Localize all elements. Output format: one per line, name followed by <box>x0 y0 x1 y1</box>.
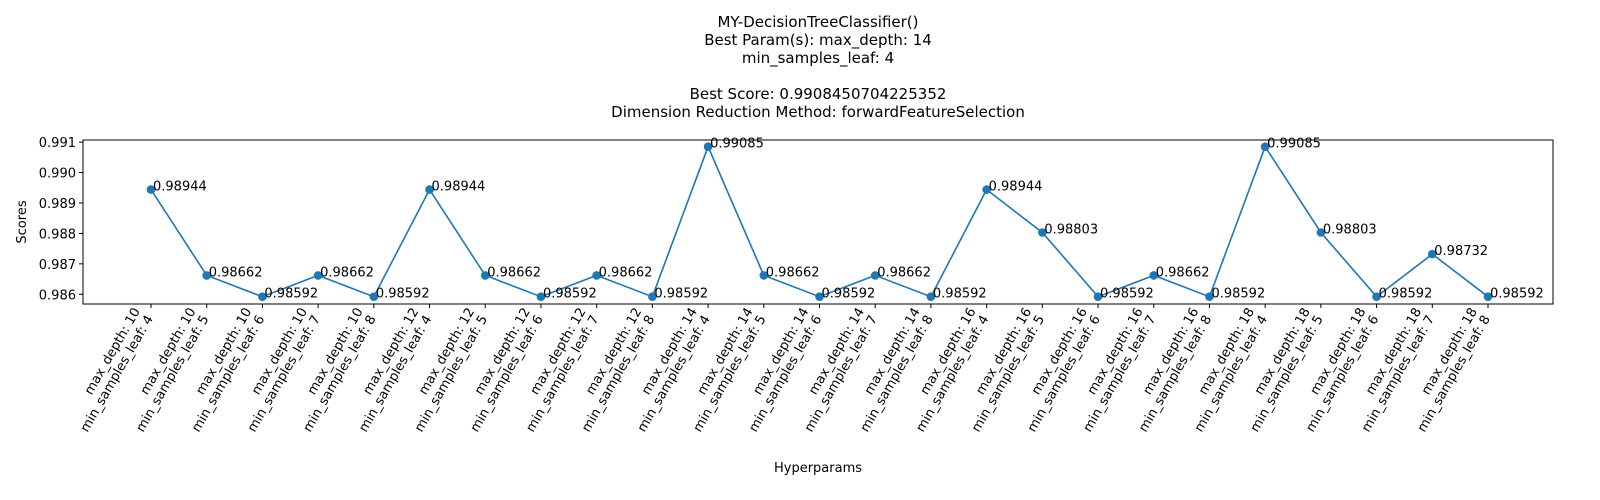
data-label: 0.98592 <box>822 287 876 302</box>
y-tick-label: 0.991 <box>39 136 76 151</box>
data-point <box>870 271 880 280</box>
y-axis-label: Scores <box>15 200 30 243</box>
data-label: 0.98662 <box>487 265 541 280</box>
y-tick-label: 0.989 <box>39 197 76 212</box>
chart-title-line: Best Score: 0.9908450704225352 <box>690 85 947 103</box>
data-label: 0.98803 <box>1044 222 1098 237</box>
data-point <box>1205 292 1214 301</box>
data-point <box>313 271 323 280</box>
data-point <box>648 292 657 301</box>
data-point <box>425 185 434 194</box>
data-label: 0.99085 <box>1267 137 1321 152</box>
data-label: 0.98944 <box>153 180 207 195</box>
y-tick-label: 0.987 <box>39 258 76 273</box>
data-point <box>926 292 936 301</box>
data-label: 0.99085 <box>710 137 764 152</box>
data-label: 0.98592 <box>654 287 708 302</box>
y-tick-label: 0.988 <box>39 227 76 242</box>
chart-title: MY-DecisionTreeClassifier()Best Param(s)… <box>611 13 1025 121</box>
x-axis-label: Hyperparams <box>774 461 862 476</box>
chart-title-line: Dimension Reduction Method: forwardFeatu… <box>611 103 1025 121</box>
data-label: 0.98662 <box>209 265 263 280</box>
data-point <box>1149 271 1159 280</box>
data-point <box>815 292 824 301</box>
data-label: 0.98662 <box>766 265 820 280</box>
data-label: 0.98944 <box>989 180 1043 195</box>
data-point <box>703 142 713 151</box>
data-point <box>1260 142 1270 151</box>
data-label: 0.98592 <box>933 287 987 302</box>
data-points <box>146 142 1493 301</box>
data-label: 0.98662 <box>1156 265 1210 280</box>
plot-area <box>82 139 1554 305</box>
data-point <box>592 271 601 280</box>
data-label: 0.98592 <box>264 287 318 302</box>
y-tick-label: 0.986 <box>39 288 76 303</box>
chart-title-line: MY-DecisionTreeClassifier() <box>717 13 918 31</box>
data-label: 0.98662 <box>599 265 653 280</box>
data-point <box>1316 228 1326 237</box>
data-label: 0.98592 <box>1379 287 1433 302</box>
data-label: 0.98944 <box>432 180 486 195</box>
data-point <box>480 271 490 280</box>
data-point <box>1427 249 1437 259</box>
data-point <box>369 292 379 301</box>
data-label: 0.98662 <box>877 265 931 280</box>
data-label: 0.98662 <box>320 265 374 280</box>
y-axis: 0.986 0.987 0.988 0.989 0.990 0.991 <box>39 136 83 303</box>
data-point <box>1372 292 1381 301</box>
data-label: 0.98803 <box>1323 222 1377 237</box>
data-label: 0.98592 <box>1490 287 1544 302</box>
data-point <box>1093 292 1103 301</box>
data-point <box>1483 292 1493 301</box>
data-labels: 0.989440.986620.985920.986620.985920.989… <box>153 137 1544 302</box>
data-point <box>536 292 546 301</box>
data-point <box>258 292 267 301</box>
data-label: 0.98732 <box>1434 244 1488 259</box>
chart-title-line: min_samples_leaf: 4 <box>742 49 894 68</box>
data-label: 0.98592 <box>1100 287 1154 302</box>
data-label: 0.98592 <box>376 287 430 302</box>
data-label: 0.98592 <box>543 287 597 302</box>
data-point <box>982 185 991 194</box>
data-point <box>759 271 769 280</box>
chart-title-line: Best Param(s): max_depth: 14 <box>704 31 932 50</box>
y-tick-label: 0.990 <box>39 167 76 182</box>
data-point <box>146 185 156 194</box>
data-label: 0.98592 <box>1211 287 1265 302</box>
data-point <box>1038 228 1047 237</box>
data-point <box>202 271 212 280</box>
